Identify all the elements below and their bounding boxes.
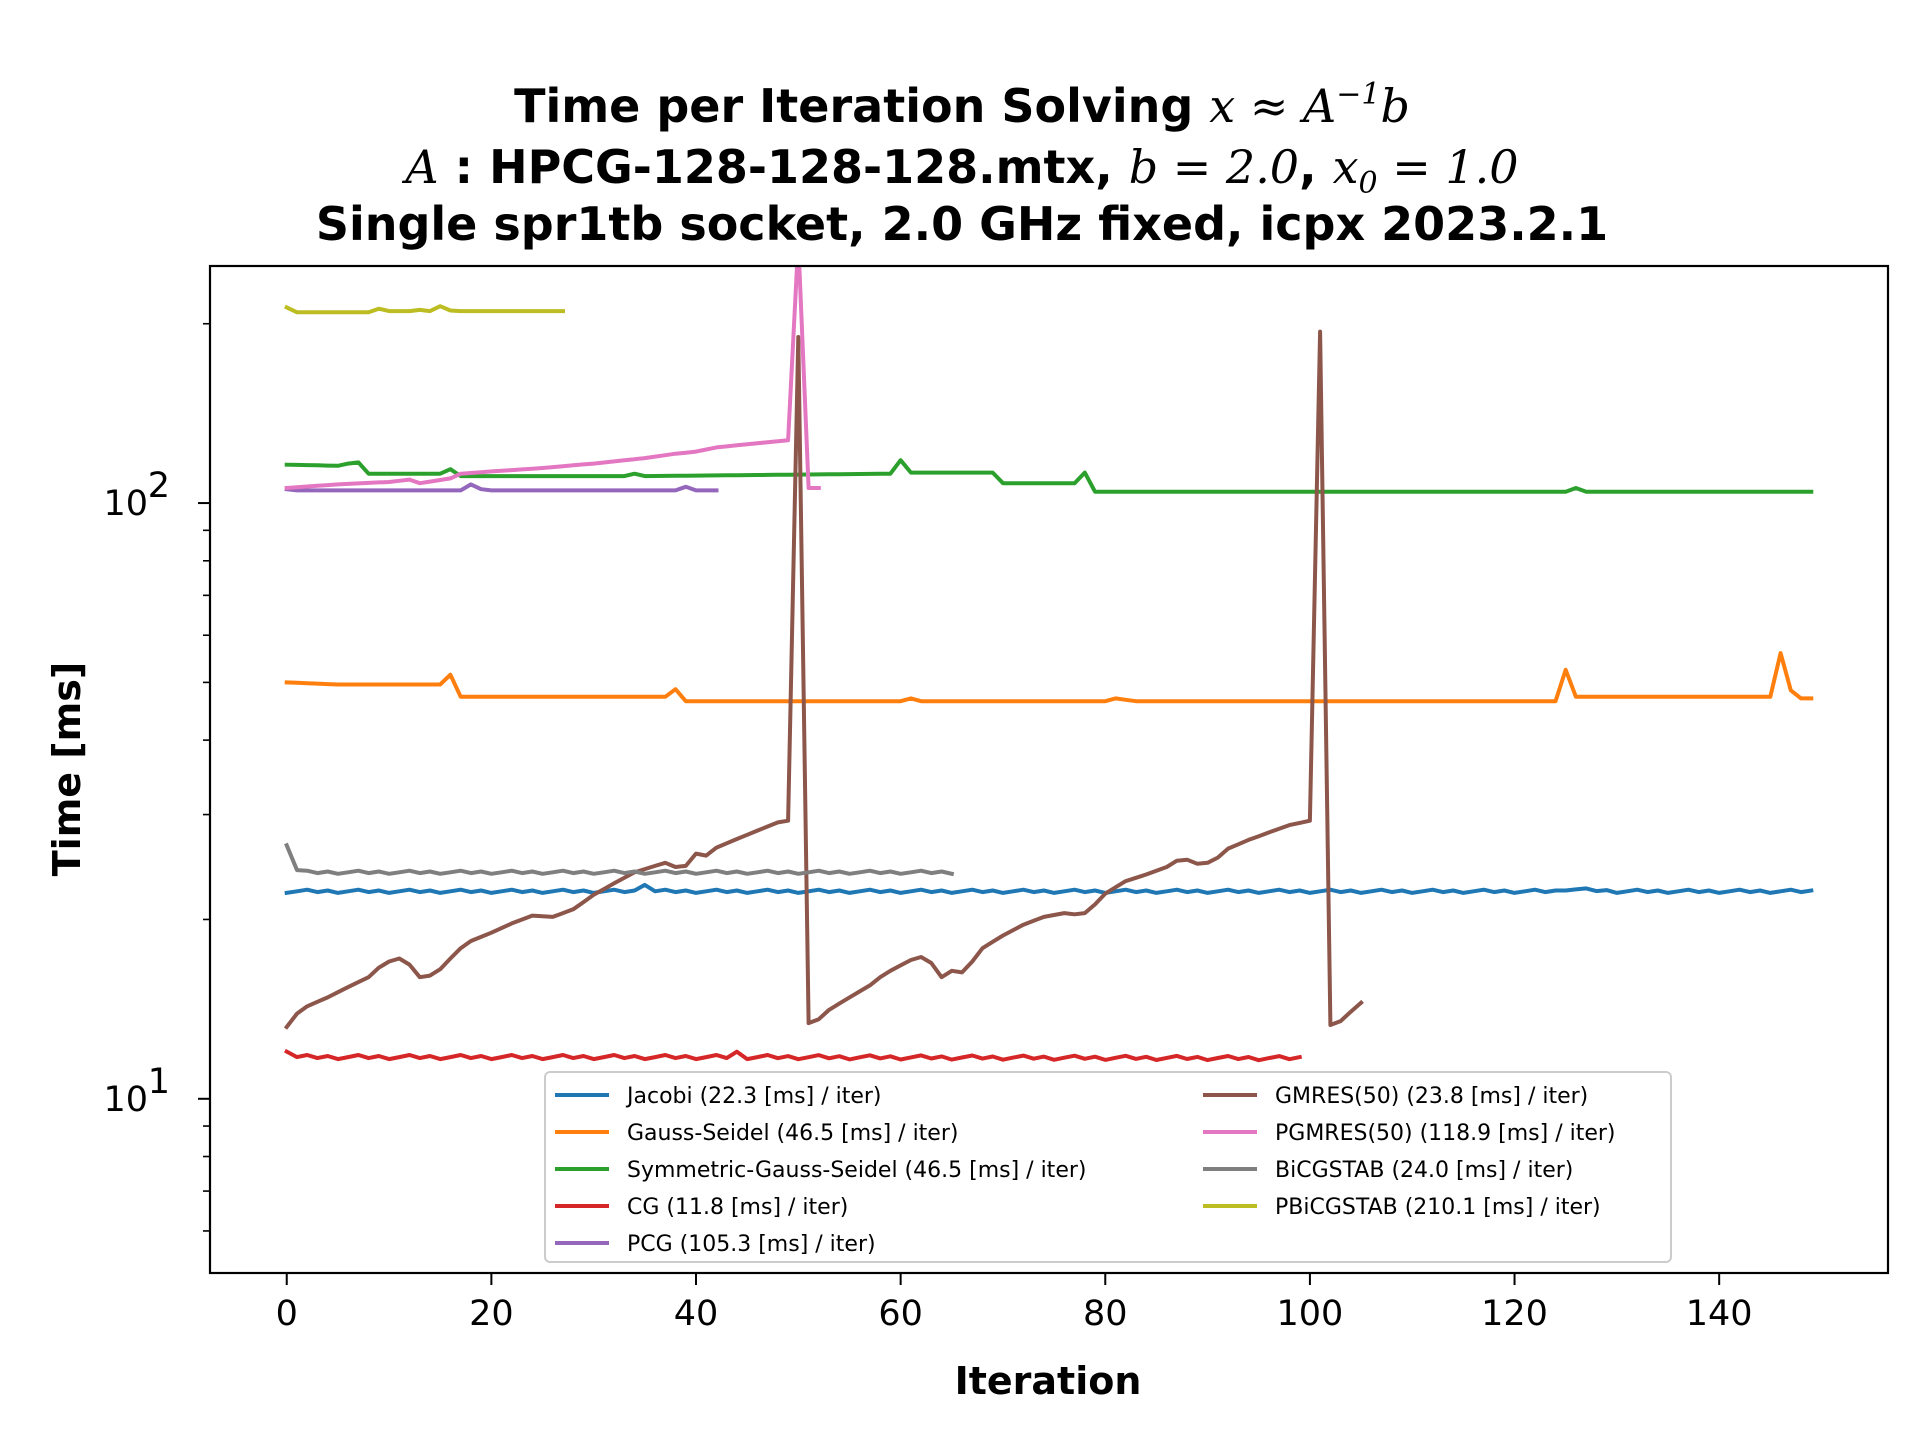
x-tick-label: 100 <box>1277 1294 1344 1334</box>
legend-label-0: Jacobi (22.3 [ms] / iter) <box>625 1084 882 1109</box>
series-line-6 <box>284 266 821 491</box>
legend-label-2: Symmetric-Gauss-Seidel (46.5 [ms] / iter… <box>627 1158 1086 1183</box>
series-line-8 <box>284 304 565 315</box>
series-line-3 <box>283 1048 1303 1063</box>
x-tick-label: 140 <box>1686 1294 1753 1334</box>
legend-box <box>544 1071 1672 1263</box>
series-line-4 <box>284 482 719 493</box>
legend-entries: Jacobi (22.3 [ms] / iter) Gauss-Seidel (4… <box>555 1084 1616 1257</box>
legend: Jacobi (22.3 [ms] / iter) Gauss-Seidel (4… <box>544 1071 1672 1263</box>
series-line-5 <box>283 329 1364 1030</box>
series-line-0 <box>284 882 1814 896</box>
legend-label-8: PBiCGSTAB (210.1 [ms] / iter) <box>1275 1195 1601 1220</box>
y-tick-exponent: 2 <box>148 466 170 506</box>
legend-label-5: GMRES(50) (23.8 [ms] / iter) <box>1275 1084 1588 1109</box>
x-tick-label: 40 <box>674 1294 719 1334</box>
series-line-1 <box>284 651 1814 704</box>
series-layer <box>283 266 1814 1063</box>
legend-label-4: PCG (105.3 [ms] / iter) <box>627 1232 876 1257</box>
x-tick-label: 120 <box>1481 1294 1548 1334</box>
x-axis-label: Iteration <box>955 1359 1142 1403</box>
x-tick-label: 20 <box>469 1294 514 1334</box>
x-tick-label: 80 <box>1083 1294 1128 1334</box>
series-line-2 <box>284 458 1814 494</box>
y-tick-label: 10 <box>103 484 148 524</box>
chart-title-line3: Single spr1tb socket, 2.0 GHz fixed, icp… <box>316 197 1608 251</box>
chart-title-line2: A : HPCG-128-128-128.mtx, b = 2.0, x0 = … <box>401 140 1518 201</box>
x-tick-label: 60 <box>878 1294 923 1334</box>
series-line-7 <box>284 842 955 877</box>
y-axis-label: Time [ms] <box>45 662 89 877</box>
legend-label-6: PGMRES(50) (118.9 [ms] / iter) <box>1275 1121 1616 1146</box>
plot-frame <box>208 264 1890 1275</box>
y-tick-label: 10 <box>103 1080 148 1120</box>
legend-label-3: CG (11.8 [ms] / iter) <box>627 1195 848 1220</box>
chart-title-line1: Time per Iteration Solving x ≈ A−1b <box>514 77 1410 133</box>
y-tick-exponent: 1 <box>148 1062 170 1102</box>
legend-label-1: Gauss-Seidel (46.5 [ms] / iter) <box>627 1121 958 1146</box>
x-tick-label: 0 <box>276 1294 298 1334</box>
legend-label-7: BiCGSTAB (24.0 [ms] / iter) <box>1275 1158 1573 1183</box>
